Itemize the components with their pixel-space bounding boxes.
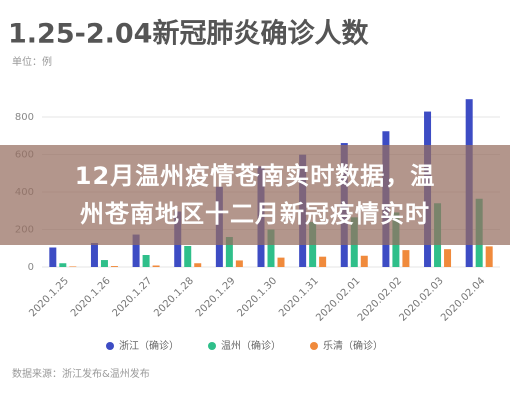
bar: [225, 237, 233, 267]
legend-label: 温州（确诊）: [221, 339, 281, 352]
bar: [184, 246, 192, 267]
legend-marker: [106, 342, 114, 350]
legend-marker: [310, 342, 318, 350]
bar: [142, 255, 150, 267]
x-tick-label: 2020.1.30: [235, 275, 279, 319]
bar: [194, 263, 202, 267]
legend-label: 浙江（确诊）: [119, 339, 179, 352]
unit-label: 单位：例: [12, 55, 52, 68]
bar: [90, 243, 98, 267]
source: 数据来源：浙江发布&温州发布: [12, 367, 150, 380]
legend-label: 乐清（确诊）: [323, 339, 383, 352]
bar: [277, 257, 285, 267]
bar: [319, 256, 327, 267]
bar: [235, 260, 243, 267]
bar: [485, 246, 493, 267]
y-tick-label: 800: [15, 112, 34, 123]
bar: [132, 234, 140, 267]
legend-marker: [208, 342, 216, 350]
banner: 12月温州疫情苍南实时数据，温 州苍南地区十二月新冠疫情实时: [0, 145, 510, 245]
x-tick-label: 2020.1.31: [277, 275, 321, 319]
bar: [100, 260, 108, 267]
bar: [360, 255, 368, 267]
bar: [69, 266, 77, 267]
banner-line: 州苍南地区十二月新冠疫情实时: [80, 200, 430, 228]
bar: [267, 229, 275, 267]
y-tick-label: 0: [28, 262, 34, 273]
bar: [152, 265, 160, 267]
x-tick-label: 2020.1.26: [69, 275, 113, 319]
x-tick-label: 2020.1.28: [152, 275, 196, 319]
x-tick-label: 2020.1.25: [27, 275, 71, 319]
x-tick-label: 2020.02.04: [439, 275, 487, 323]
bar: [444, 249, 452, 267]
x-tick-label: 2020.1.27: [111, 275, 155, 319]
bar: [59, 263, 67, 267]
banner-line: 12月温州疫情苍南实时数据，温: [74, 162, 436, 190]
bar: [402, 250, 410, 267]
bar: [49, 247, 57, 267]
bar: [110, 266, 118, 267]
x-tick-label: 2020.1.29: [194, 275, 238, 319]
chart-title: 1.25-2.04新冠肺炎确诊人数: [8, 18, 369, 50]
